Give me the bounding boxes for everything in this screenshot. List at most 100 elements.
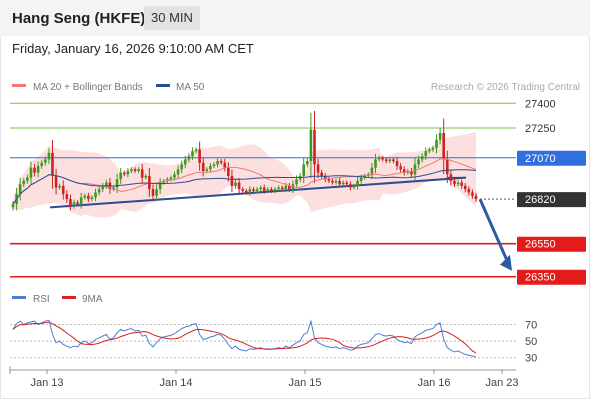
candle-body [402,169,406,173]
candle [313,111,316,184]
candle-body [244,190,248,193]
candle-body [148,175,151,190]
candle-body [105,182,108,186]
candle-body [323,175,327,180]
candle [377,155,381,162]
candle-body [241,189,245,191]
candle [47,148,51,165]
candle-body [431,147,435,150]
candle-body [273,189,277,191]
candle-body [316,164,320,173]
candle-body [144,175,148,178]
candle-body [352,185,356,188]
candle-body [445,159,449,175]
candle-body [137,169,140,171]
candle-body [219,161,223,163]
candle [144,173,148,180]
level-tag-26820 [517,192,586,208]
candle-body [413,164,417,175]
candle [435,134,438,154]
candle-body [370,167,374,175]
candle [158,177,162,194]
candle [180,160,183,174]
candle-body [26,177,29,181]
candle [417,155,420,169]
candle-body [51,152,54,176]
candle-body [133,169,137,171]
trend-line [49,176,467,209]
candle [227,162,230,182]
candle-body [205,169,209,171]
candle-body [270,189,273,191]
candle-body [384,159,388,162]
candle-body [388,159,392,162]
candle [345,180,349,187]
candle-body [173,174,176,178]
candle-body [417,159,420,165]
candle [11,201,15,211]
candle [277,185,280,192]
candle [72,199,76,209]
candle [384,157,388,164]
candle-body [40,162,44,167]
candle-body [76,202,79,205]
candle [288,182,291,193]
candle-body [61,185,65,195]
candle [255,187,259,193]
candle-body [47,152,51,160]
candle [194,147,198,154]
candle [83,193,87,200]
candle [320,169,323,179]
candle-body [130,169,133,171]
candle [252,187,255,193]
candle [456,180,460,187]
candle [356,177,359,190]
candle [183,155,187,169]
candle-body [277,187,280,190]
candle-body [79,197,83,205]
candle [374,153,377,174]
candle [428,147,431,154]
candle-body [306,161,309,165]
candle-body [381,157,384,160]
candle [40,159,44,170]
candle [140,163,144,184]
candle-body [29,167,33,178]
candle [187,153,191,163]
candle-body [471,192,474,196]
candle [471,189,474,199]
period-selector[interactable]: 30 MIN [144,6,200,30]
candle [201,157,205,177]
candle-body [158,182,162,190]
candle [58,183,61,190]
candle-body [180,164,183,170]
candle-body [255,189,259,191]
candle-body [44,159,47,163]
candle-body [377,157,381,160]
ma20-legend-label: MA 20 + Bollinger Bands [33,82,143,93]
candle [323,172,327,183]
level-label-26550: 26550 [525,239,556,251]
candle-body [449,174,453,181]
candle-body [410,171,413,175]
candle-body [36,166,40,173]
candle-body [338,180,341,185]
candle [79,192,83,209]
candle-body [280,187,284,190]
candle-body [183,159,187,165]
candle-body [169,177,173,180]
candle [101,182,105,193]
candle-body [442,133,445,160]
candle [309,112,313,179]
candle-body [453,180,456,185]
candle [241,187,245,193]
candle-body [191,151,194,157]
candle [402,166,406,176]
candle-body [101,185,105,190]
candle-body [309,129,313,162]
candle [460,179,463,189]
candle-body [331,180,334,183]
candle-body [266,189,270,191]
level-tag-26550 [517,236,586,252]
candle-body [198,149,201,163]
